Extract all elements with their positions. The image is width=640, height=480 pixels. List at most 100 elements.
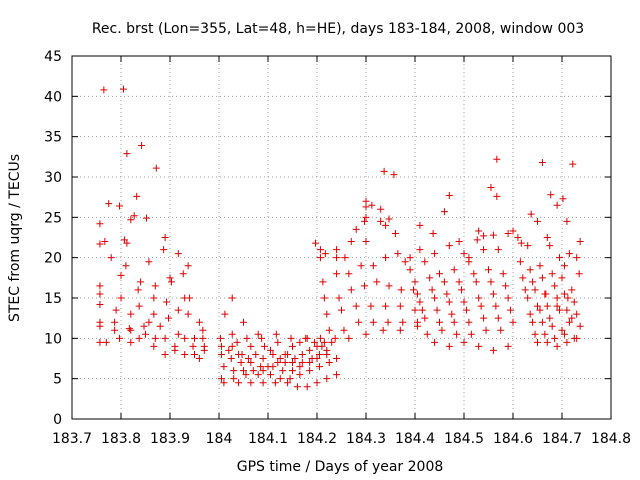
x-tick-label: 184.1 <box>248 431 288 447</box>
data-point <box>199 326 207 334</box>
plot-frame <box>71 55 612 420</box>
data-point <box>127 310 135 318</box>
data-point <box>163 298 171 306</box>
data-point <box>418 306 426 314</box>
data-point <box>217 375 225 383</box>
data-point <box>369 318 377 326</box>
data-point <box>235 350 243 358</box>
data-point <box>127 326 135 334</box>
data-point <box>135 302 143 310</box>
y-tick-label: 0 <box>53 412 62 428</box>
data-point <box>289 359 296 367</box>
data-point <box>259 355 267 362</box>
data-point <box>534 217 541 225</box>
data-point <box>269 363 277 371</box>
data-point <box>323 350 331 358</box>
data-point <box>347 238 355 246</box>
data-point <box>460 250 468 258</box>
data-point <box>473 236 481 244</box>
data-point <box>553 294 561 302</box>
data-point <box>563 306 571 314</box>
data-point <box>397 286 405 294</box>
data-point <box>493 155 501 163</box>
data-point <box>502 282 510 290</box>
data-point <box>529 318 537 326</box>
data-point <box>361 282 369 290</box>
data-point <box>431 294 439 302</box>
data-point <box>477 302 485 310</box>
data-point <box>543 234 551 241</box>
data-point <box>333 371 341 379</box>
data-point <box>240 367 247 375</box>
data-point <box>261 342 269 350</box>
data-point <box>438 326 446 334</box>
data-point <box>421 314 429 322</box>
data-point <box>293 383 301 391</box>
data-point <box>276 355 284 362</box>
data-point <box>542 290 550 298</box>
data-point <box>487 183 495 191</box>
data-point <box>570 298 578 306</box>
data-point <box>289 367 296 375</box>
data-point <box>516 258 524 266</box>
data-point <box>220 379 228 387</box>
data-point <box>524 242 532 250</box>
data-point <box>553 302 561 310</box>
data-point <box>548 322 556 330</box>
data-point <box>150 310 158 318</box>
data-point <box>160 246 168 254</box>
data-point <box>296 338 304 346</box>
data-point <box>568 286 576 294</box>
data-point <box>558 274 566 282</box>
data-point <box>410 286 418 294</box>
data-point <box>279 367 287 375</box>
data-point <box>284 379 292 387</box>
data-point <box>161 334 169 342</box>
data-point <box>191 350 198 358</box>
data-point <box>560 290 568 298</box>
data-point <box>340 326 348 334</box>
data-point <box>199 334 207 342</box>
data-point <box>556 306 564 314</box>
data-point <box>416 298 424 306</box>
data-point <box>233 338 241 346</box>
data-point <box>247 359 255 367</box>
data-point <box>369 262 377 270</box>
data-point <box>573 334 581 342</box>
data-point <box>504 294 512 302</box>
data-point <box>127 338 135 346</box>
data-point <box>230 367 238 375</box>
data-point <box>325 359 333 367</box>
data-point <box>243 334 251 342</box>
data-point <box>465 258 473 266</box>
data-point <box>247 342 255 350</box>
data-point <box>316 334 324 342</box>
data-point <box>406 266 414 274</box>
data-point <box>289 342 296 350</box>
data-point <box>107 254 115 262</box>
data-point <box>390 171 398 179</box>
data-point <box>331 334 339 342</box>
data-point <box>448 310 456 318</box>
data-point <box>445 298 453 306</box>
data-point <box>576 322 584 330</box>
data-point <box>377 205 385 213</box>
data-point <box>489 231 497 239</box>
data-point <box>565 318 573 326</box>
data-point <box>130 212 138 220</box>
data-point <box>311 338 319 346</box>
data-point <box>111 318 119 326</box>
data-point <box>244 355 252 362</box>
data-point <box>216 334 224 342</box>
data-point <box>440 208 448 216</box>
data-point <box>565 250 573 258</box>
data-point <box>465 318 473 326</box>
data-point <box>320 294 328 302</box>
data-point <box>120 236 128 244</box>
data-point <box>362 203 370 211</box>
data-point <box>296 371 304 379</box>
data-point <box>499 270 507 278</box>
data-point <box>564 294 572 302</box>
data-point <box>161 350 169 358</box>
data-point <box>105 200 113 208</box>
